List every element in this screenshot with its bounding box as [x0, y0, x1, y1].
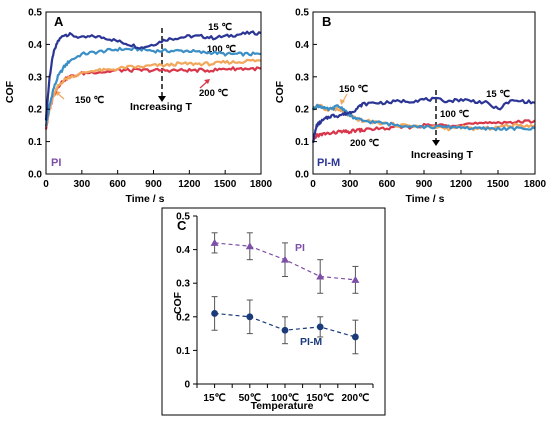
panel-a-x-tick-label: 1200 — [178, 179, 201, 190]
panel-c-point-circle — [352, 333, 359, 341]
panel-b-y-tick-label: 0.5 — [295, 8, 309, 19]
panel-c-y-tick-label: 0 — [184, 380, 190, 391]
panel-c-x-tick-label: 50℃ — [239, 393, 261, 404]
panel-a-x-tick-label: 300 — [73, 179, 90, 190]
panel-b-tag: PI-M — [317, 157, 340, 169]
panel-c-x-tick-label: 150℃ — [306, 393, 334, 404]
panel-a-y-tick-label: 0.2 — [28, 105, 42, 116]
panel-b-x-tick-label: 0 — [310, 179, 316, 190]
panel-c-point-triangle — [210, 238, 219, 246]
panel-a-annotation: Increasing T — [130, 101, 192, 113]
panel-a-x-tick-label: 600 — [109, 179, 126, 190]
panel-c-point-triangle — [316, 272, 325, 280]
panel-a-y-tick-label: 0.1 — [28, 137, 42, 148]
panel-b-xlabel: Time / s — [406, 193, 445, 205]
panel-b-y-tick-label: 0.1 — [295, 137, 309, 148]
panel-a-series-line-0 — [44, 30, 262, 121]
panel-b-x-tick-label: 300 — [342, 179, 359, 190]
panel-b-label-200: 200 ℃ — [350, 138, 379, 149]
panel-c-point-triangle — [281, 255, 289, 263]
panel-a-x-tick-label: 1500 — [214, 179, 237, 190]
panel-a-x-tick-label: 0 — [43, 179, 49, 190]
panel-b-label-100: 100 ℃ — [440, 109, 469, 120]
panel-b-x-tick-label: 1200 — [450, 179, 473, 190]
panel-c-x-tick-label: 100℃ — [271, 393, 299, 404]
panel-c-label-pi: PI — [295, 242, 305, 254]
panel-a-ylabel: COF — [4, 80, 16, 103]
panel-c-y-tick-label: 0.4 — [176, 245, 190, 256]
panel-b-x-tick-label: 600 — [379, 179, 396, 190]
panel-letter-c: C — [177, 218, 187, 233]
panel-a-tag: PI — [51, 157, 61, 169]
panel-c-y-tick-label: 0.5 — [176, 212, 190, 223]
panel-a-label-100: 100 ℃ — [207, 44, 236, 55]
panel-b-y-tick-label: 0.2 — [295, 105, 309, 116]
panel-a-label-200: 200 ℃ — [199, 88, 228, 99]
panel-c-y-tick-label: 0.1 — [176, 346, 190, 357]
panel-c-y-tick-label: 0.3 — [176, 279, 190, 290]
panel-b-y-tick-label: 0.0 — [295, 170, 309, 181]
panel-c-point-triangle — [351, 275, 360, 283]
panel-letter-a: A — [54, 14, 64, 29]
panel-b-series-line-3 — [312, 119, 536, 142]
panel-a-trend-arrowhead — [158, 96, 166, 102]
panel-b-trend-arrowhead — [432, 140, 440, 146]
panel-a-y-tick-label: 0.3 — [28, 72, 42, 83]
panel-b-x-tick-label: 1500 — [487, 179, 510, 190]
panel-b-label-15: 15 ℃ — [486, 89, 510, 100]
panel-b-series-line-0 — [311, 96, 536, 144]
panel-a-label-15: 15 ℃ — [208, 22, 232, 33]
panel-c-y-tick-label: 0.2 — [176, 312, 190, 323]
panel-b: B COF Time / s PI-M 15 ℃ 100 ℃ 150 ℃ 200… — [274, 8, 547, 206]
panel-b-annotation: Increasing T — [411, 149, 473, 161]
panel-c-xlabel: Temperature — [251, 400, 314, 412]
panel-c-frame — [161, 207, 386, 416]
panel-c-point-circle — [316, 323, 324, 331]
panel-a-series-line-1 — [44, 46, 262, 127]
panel-c-point-triangle — [245, 242, 254, 250]
panel-a-y-tick-label: 0.0 — [28, 170, 42, 181]
panel-b-series-line-1 — [311, 103, 536, 132]
panel-a-series-line-2 — [44, 58, 262, 128]
panel-c-label-pim: PI-M — [300, 336, 322, 348]
panel-c: C COF Temperature PI PI-M 0 0.1 0.2 0.3 0.4 0… — [161, 207, 386, 416]
panel-b-y-tick-label: 0.4 — [295, 40, 309, 51]
panel-b-ylabel: COF — [274, 80, 286, 103]
panel-a-label-150: 150 ℃ — [75, 95, 104, 106]
panel-a-y-tick-label: 0.4 — [28, 40, 42, 51]
panel-a-x-tick-label: 1800 — [250, 179, 273, 190]
panel-c-ylabel: COF — [172, 291, 184, 314]
panel-b-x-tick-label: 1800 — [524, 179, 547, 190]
panel-a-xlabel: Time / s — [126, 193, 165, 205]
panel-b-label-150: 150 ℃ — [339, 84, 368, 95]
panel-c-x-tick-label: 200℃ — [341, 393, 369, 404]
panel-a: A COF Time / s PI 15 ℃ 100 ℃ 150 ℃ 200 ℃… — [4, 8, 273, 206]
panel-b-y-tick-label: 0.3 — [295, 72, 309, 83]
panel-a-y-tick-label: 0.5 — [28, 8, 42, 19]
panel-c-point-circle — [281, 326, 289, 334]
panel-b-pointer-150-head — [340, 99, 345, 105]
panel-a-x-tick-label: 900 — [145, 179, 162, 190]
panel-b-x-tick-label: 900 — [416, 179, 433, 190]
panel-c-point-circle — [246, 313, 254, 321]
panel-letter-b: B — [322, 14, 331, 29]
panel-c-point-circle — [211, 310, 219, 317]
panel-a-pointer-200-head — [204, 79, 210, 84]
panel-c-x-tick-label: 15℃ — [203, 393, 225, 404]
